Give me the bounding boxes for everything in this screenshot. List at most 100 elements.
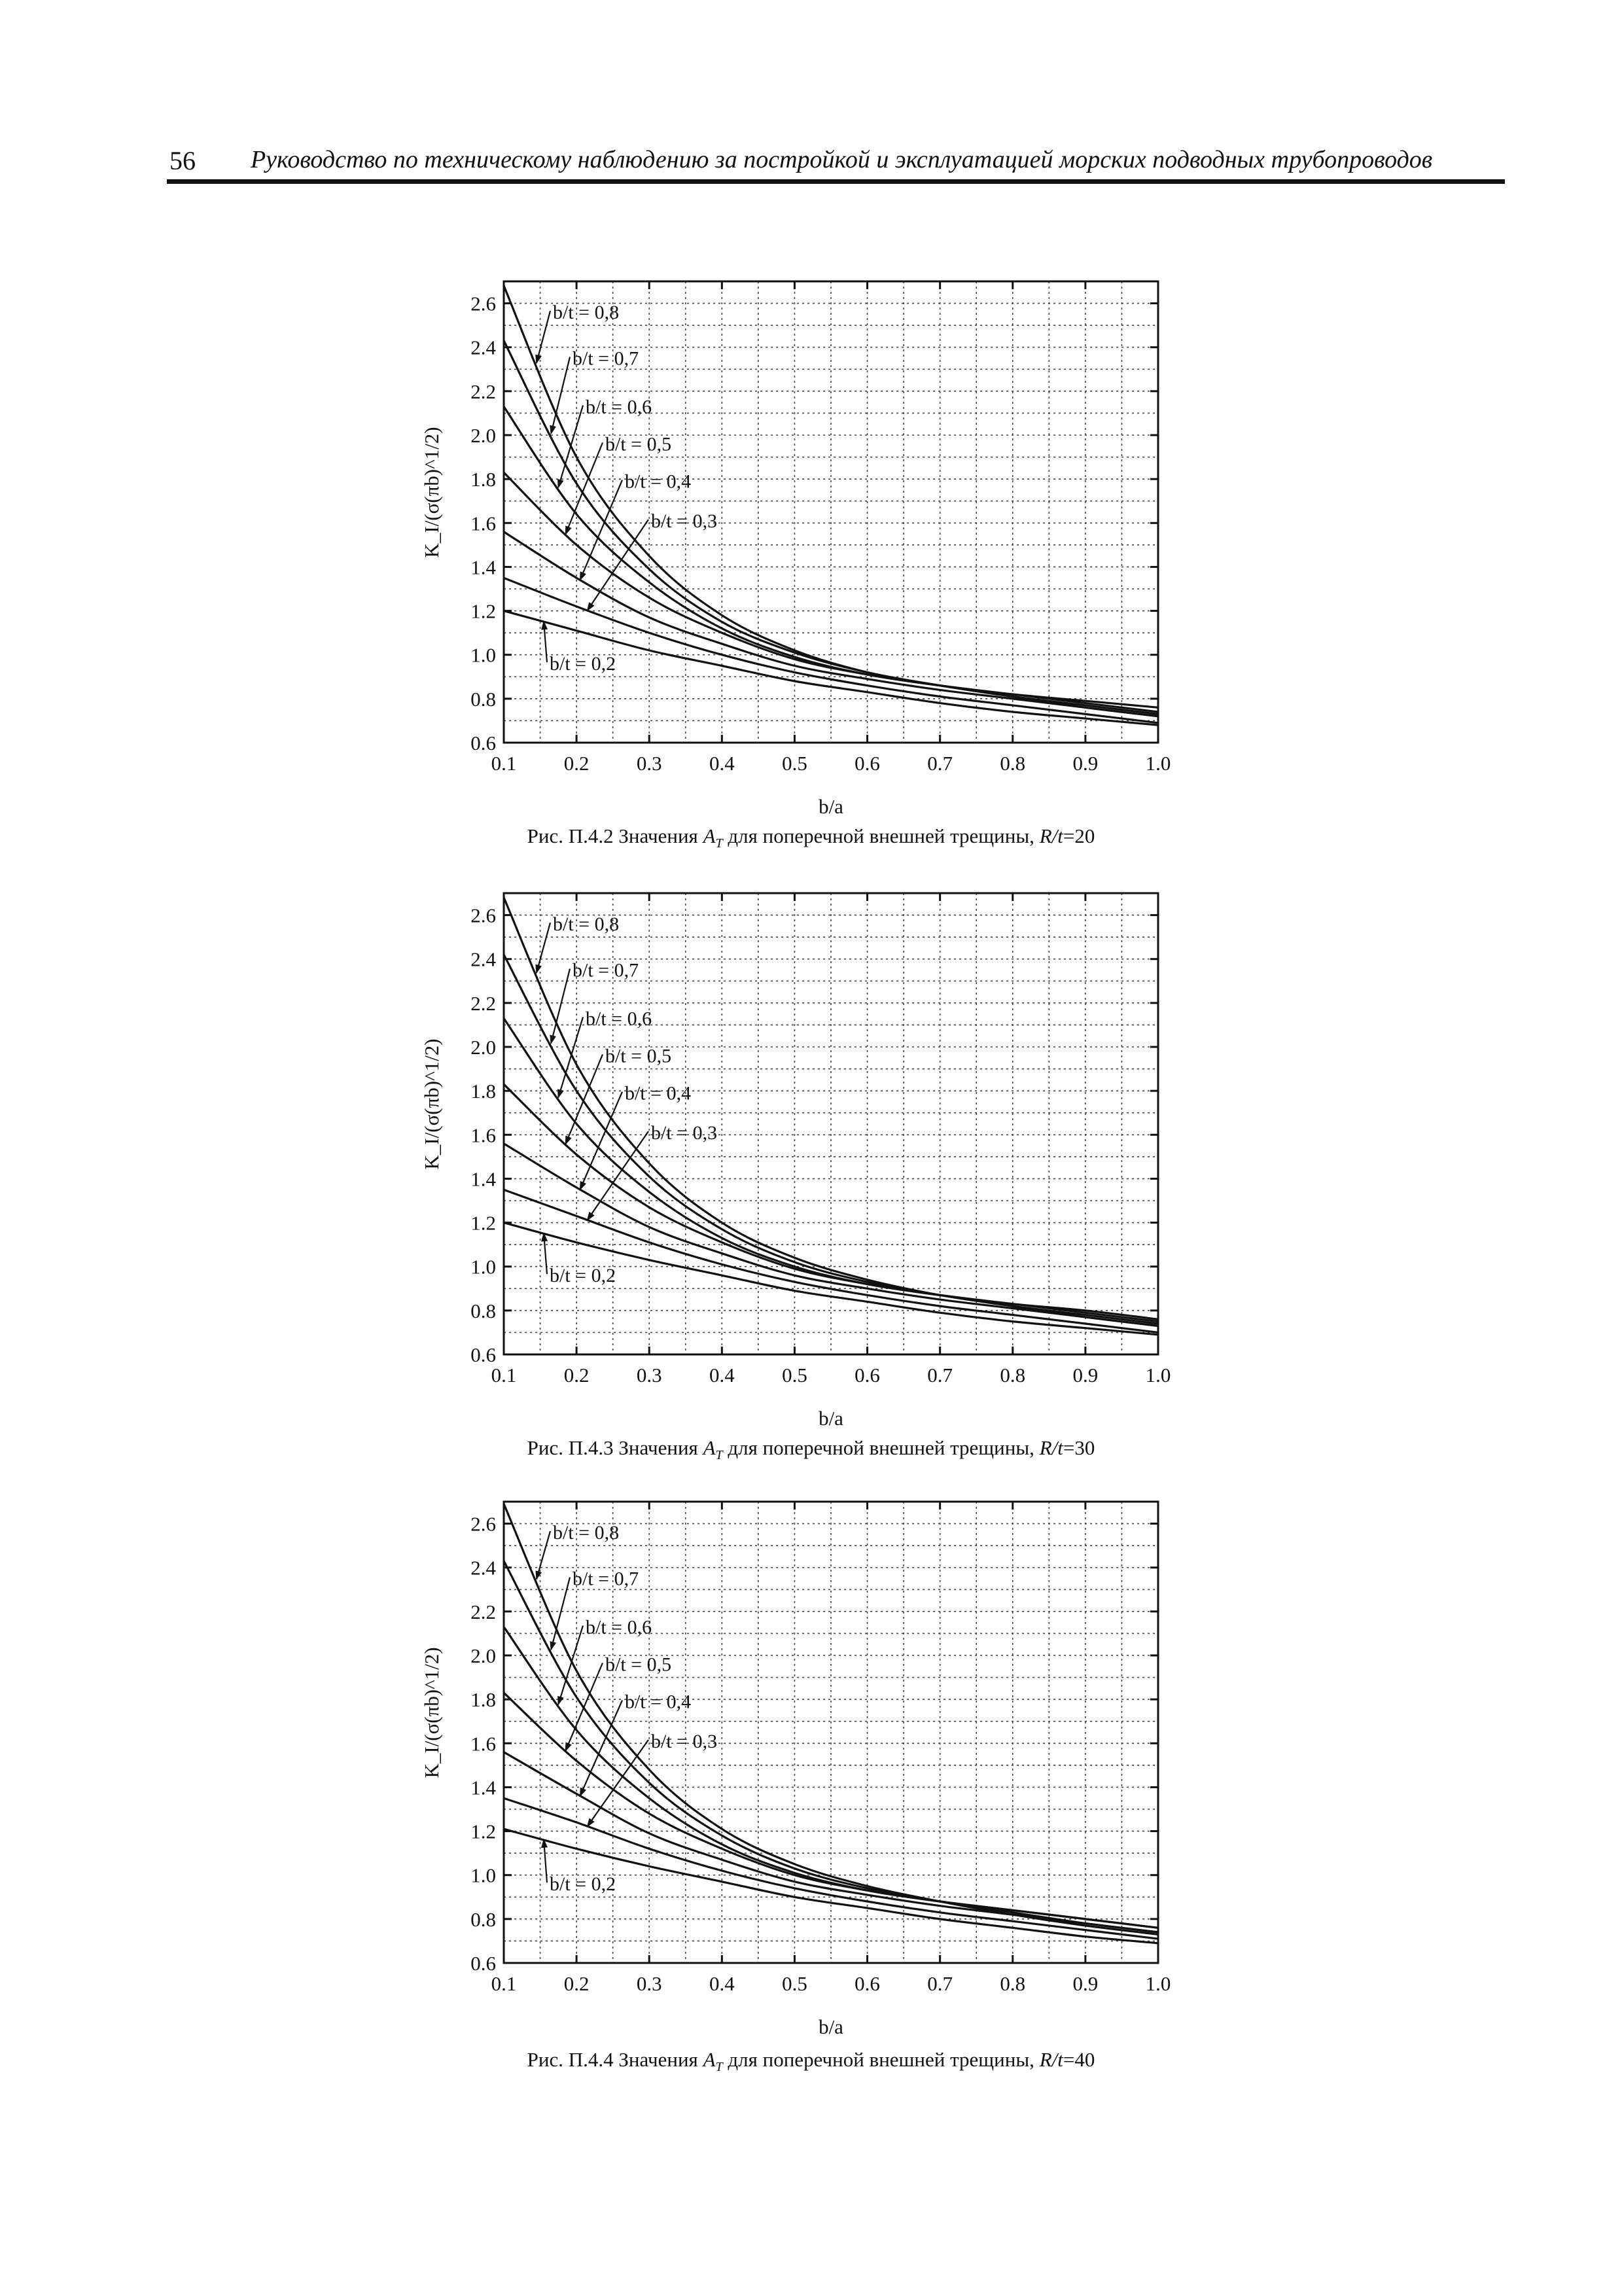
caption-subscript: T (715, 2060, 723, 2075)
y-tick-label: 1.4 (470, 1776, 496, 1799)
x-tick-label: 0.5 (782, 752, 807, 775)
series-label: b/t = 0,7 (573, 1568, 639, 1590)
series-label-arrow (565, 442, 604, 536)
caption-subscript: T (715, 1448, 723, 1463)
x-axis: 0.1 0.2 0.3 0.4 0.5 0.6 0.7 0.8 0.9 1.0 (491, 281, 1171, 775)
series-label-arrow (579, 480, 624, 582)
series-label-arrow (557, 405, 584, 489)
series-label-arrow (565, 1663, 604, 1752)
x-axis: 0.1 0.2 0.3 0.4 0.5 0.6 0.7 0.8 0.9 1.0 (491, 1502, 1171, 1995)
caption-ratio-symbol: R/t (1039, 1436, 1063, 1459)
y-tick-label: 1.0 (470, 1256, 496, 1279)
series-label: b/t = 0,5 (605, 1654, 671, 1676)
series-group (502, 285, 1159, 726)
y-axis-label: K_I/(σ(πb)^1/2) (420, 1038, 443, 1169)
series-label-arrow (557, 1017, 584, 1099)
caption-middle: для поперечной внешней трещины, (722, 2048, 1040, 2071)
caption-prefix: Рис. П.4.4 Значения (527, 2048, 703, 2071)
x-tick-label: 0.2 (564, 1364, 590, 1386)
caption-ratio-value: =20 (1063, 824, 1095, 847)
y-tick-label: 0.6 (470, 1343, 496, 1366)
figure-3: 0.1 0.2 0.3 0.4 0.5 0.6 0.7 0.8 0.9 1.0 0.6 0.8 1.0 1… (0, 1475, 1622, 2104)
series-label: b/t = 0,7 (573, 348, 639, 370)
y-tick-label: 1.0 (470, 644, 496, 667)
header-rule (167, 179, 1505, 184)
caption-middle: для поперечной внешней трещины, (722, 824, 1040, 847)
series-label-arrow (541, 1838, 548, 1883)
figure-1: 0.1 0.2 0.3 0.4 0.5 0.6 0.7 0.8 0.9 1.0 0.6 0.8 1.0 1… (0, 255, 1622, 883)
y-axis: 0.6 0.8 1.0 1.2 1.4 1.6 1.8 2.0 2.2 2.4 2.6 (470, 292, 1158, 754)
y-tick-label: 2.0 (470, 1036, 496, 1059)
y-tick-label: 2.2 (470, 992, 496, 1015)
x-tick-label: 0.9 (1073, 1972, 1099, 1995)
figure-caption: Рис. П.4.3 Значения AT для поперечной вн… (0, 1436, 1622, 1463)
series-label: b/t = 0,6 (586, 1008, 652, 1029)
caption-symbol: A (703, 2048, 716, 2071)
x-tick-label: 0.4 (709, 1972, 735, 1995)
series-line (503, 576, 1159, 724)
y-tick-label: 0.8 (470, 688, 496, 711)
series-label: b/t = 0,6 (586, 1616, 652, 1638)
series-label: b/t = 0,5 (605, 434, 671, 455)
figure-caption: Рис. П.4.2 Значения AT для поперечной вн… (0, 824, 1622, 851)
series-label-arrow (550, 1577, 571, 1651)
series-line (503, 1222, 1159, 1336)
y-tick-label: 0.6 (470, 1952, 496, 1975)
series-label-arrow (550, 357, 571, 435)
y-tick-label: 1.0 (470, 1864, 496, 1887)
figure-2: 0.1 0.2 0.3 0.4 0.5 0.6 0.7 0.8 0.9 1.0 0.6 0.8 1.0 1… (0, 867, 1622, 1495)
y-tick-label: 1.6 (470, 1123, 496, 1146)
caption-middle: для поперечной внешней трещины, (722, 1436, 1040, 1459)
series-line (502, 340, 1159, 715)
x-tick-label: 0.7 (927, 752, 953, 775)
y-tick-label: 1.4 (470, 1167, 496, 1190)
series-label: b/t = 0,4 (625, 1691, 691, 1713)
x-tick-label: 0.2 (564, 752, 590, 775)
y-tick-label: 2.2 (470, 1600, 496, 1623)
y-tick-label: 0.8 (470, 1299, 496, 1322)
x-axis-label: b/a (819, 2015, 843, 2038)
x-tick-label: 0.1 (491, 752, 517, 775)
plot-frame (502, 892, 1159, 1356)
x-tick-label: 0.4 (709, 1364, 735, 1386)
y-tick-label: 1.6 (470, 512, 496, 535)
series-label-arrow (535, 310, 552, 364)
x-tick-label: 0.1 (491, 1364, 517, 1386)
series-group (502, 1503, 1159, 1945)
y-tick-label: 1.8 (470, 468, 496, 491)
series-label-arrow (579, 1091, 624, 1191)
series-label-arrow (550, 968, 571, 1045)
y-tick-label: 0.6 (470, 732, 496, 754)
x-tick-label: 0.5 (782, 1972, 807, 1995)
x-tick-label: 0.9 (1073, 752, 1099, 775)
x-axis: 0.1 0.2 0.3 0.4 0.5 0.6 0.7 0.8 0.9 1.0 (491, 893, 1171, 1386)
y-tick-label: 1.2 (470, 1212, 496, 1235)
series-labels: b/t = 0,8 b/t = 0,7 b/t = 0,6 b/t = 0,5 b/t … (535, 913, 717, 1286)
y-tick-label: 2.4 (470, 1557, 496, 1580)
y-tick-label: 0.8 (470, 1908, 496, 1931)
x-tick-label: 0.3 (637, 752, 662, 775)
series-line (503, 1188, 1159, 1334)
chart-1: 0.1 0.2 0.3 0.4 0.5 0.6 0.7 0.8 0.9 1.0 0.6 0.8 1.0 1… (420, 280, 1171, 818)
caption-symbol: A (703, 1436, 716, 1459)
series-label: b/t = 0,3 (651, 1122, 717, 1144)
series-label-arrow (557, 1625, 584, 1706)
y-tick-label: 1.2 (470, 600, 496, 623)
page-number: 56 (169, 146, 196, 175)
x-tick-label: 0.8 (1000, 1364, 1025, 1386)
series-line (503, 1751, 1159, 1934)
series-label: b/t = 0,8 (553, 913, 619, 935)
series-line (502, 1560, 1159, 1934)
x-tick-label: 0.5 (782, 1364, 807, 1386)
series-line (502, 954, 1159, 1325)
y-tick-label: 2.6 (470, 292, 496, 315)
y-axis-label: K_I/(σ(πb)^1/2) (420, 1647, 443, 1778)
series-label-arrow (586, 519, 649, 612)
series-label-arrow (541, 1232, 548, 1275)
y-axis: 0.6 0.8 1.0 1.2 1.4 1.6 1.8 2.0 2.2 2.4 2.6 (470, 1513, 1158, 1975)
caption-ratio-symbol: R/t (1039, 2048, 1063, 2071)
x-tick-label: 0.8 (1000, 752, 1025, 775)
caption-ratio-value: =30 (1063, 1436, 1095, 1459)
caption-ratio-value: =40 (1063, 2048, 1095, 2071)
series-label-arrow (586, 1131, 649, 1222)
